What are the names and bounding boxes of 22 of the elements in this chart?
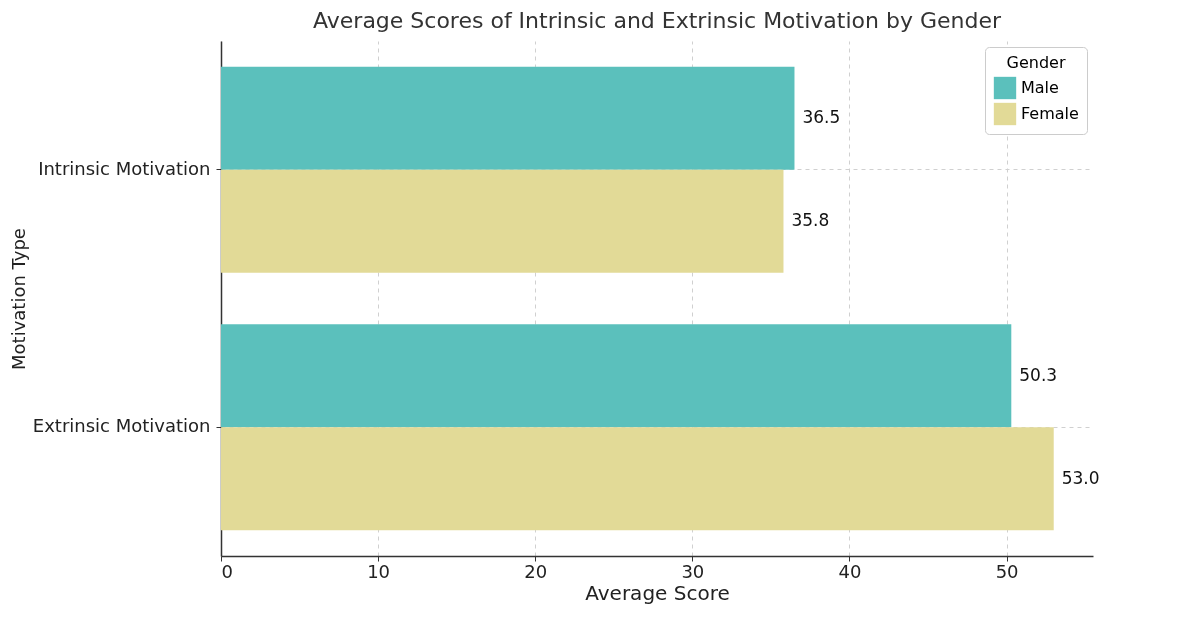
data-label: 53.0: [1061, 467, 1100, 488]
bar: [221, 169, 784, 273]
x-tick-label: 30: [681, 560, 705, 582]
chart-title: Average Scores of Intrinsic and Extrinsic Motivation by Gender: [313, 8, 1002, 33]
y-axis-title: Motivation Type: [7, 228, 29, 370]
data-label: 36.5: [802, 107, 841, 128]
x-tick-label: 50: [995, 560, 1019, 582]
x-tick-label: 0: [221, 560, 233, 582]
x-axis-title: Average Score: [585, 580, 730, 605]
bar: [221, 427, 1054, 531]
legend-label: Male: [1021, 78, 1059, 97]
x-tick-label: 10: [367, 560, 391, 582]
x-tick-label: 40: [838, 560, 862, 582]
y-tick-label: Extrinsic Motivation: [32, 415, 211, 437]
bar: [221, 324, 1012, 428]
data-label: 35.8: [791, 210, 830, 231]
data-label: 50.3: [1019, 364, 1058, 385]
x-tick-label: 20: [524, 560, 548, 582]
bar: [221, 66, 795, 170]
legend-title: Gender: [1006, 53, 1066, 72]
y-tick-label: Intrinsic Motivation: [38, 157, 211, 179]
legend-label: Female: [1021, 104, 1079, 123]
